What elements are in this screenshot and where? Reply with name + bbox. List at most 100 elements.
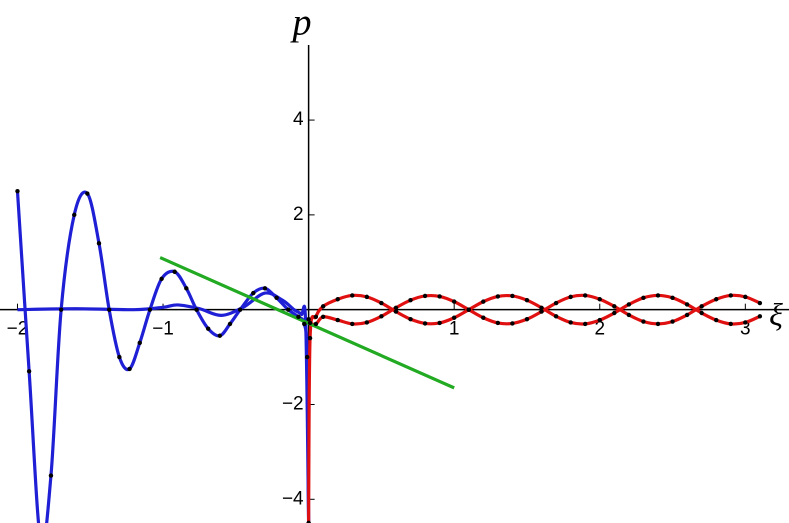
data-dot <box>184 286 189 291</box>
data-dot <box>437 320 442 326</box>
x-axis-label: ξ <box>769 296 783 332</box>
data-dot <box>553 300 559 306</box>
data-dot <box>539 305 544 310</box>
data-dot <box>655 293 661 298</box>
y-tick-label: −4 <box>282 488 304 509</box>
data-dot <box>524 298 530 303</box>
data-dot <box>597 297 602 302</box>
data-dot <box>714 297 719 302</box>
data-dot <box>626 302 632 307</box>
data-dot <box>194 307 199 312</box>
data-dot <box>524 316 530 322</box>
data-dot <box>217 333 223 338</box>
data-dot <box>743 320 748 325</box>
data-dot <box>699 310 704 316</box>
data-dot <box>568 320 573 325</box>
data-dot <box>296 314 301 319</box>
y-axis-label: p <box>290 2 312 44</box>
data-dot <box>350 321 355 327</box>
data-dot <box>437 294 442 299</box>
data-dot <box>306 316 311 322</box>
data-dot <box>26 369 32 374</box>
data-dot <box>58 307 64 312</box>
data-dot <box>304 354 310 360</box>
data-dot <box>670 319 675 324</box>
data-dot <box>641 319 646 324</box>
data-dot <box>510 321 515 326</box>
data-dot <box>757 314 763 319</box>
data-dot <box>147 307 153 312</box>
data-dot <box>684 312 690 318</box>
data-dot <box>408 298 413 303</box>
data-dot <box>670 295 675 301</box>
data-dot <box>481 299 486 304</box>
data-dot <box>227 321 233 327</box>
x-tick-label: −1 <box>152 319 174 340</box>
data-dot <box>320 304 326 309</box>
data-dot <box>379 300 384 306</box>
data-dot <box>728 321 733 327</box>
data-dot <box>306 520 311 523</box>
data-dot <box>393 305 399 310</box>
data-dot <box>237 307 243 312</box>
data-dot <box>159 276 164 282</box>
data-dot <box>641 295 646 301</box>
data-dot <box>612 310 617 316</box>
data-dot <box>612 304 617 309</box>
data-dot <box>451 315 457 320</box>
data-dot <box>626 312 632 318</box>
data-dot <box>728 293 733 298</box>
data-dot <box>251 290 256 296</box>
data-dot <box>582 293 588 298</box>
data-dot <box>422 293 428 299</box>
data-dot <box>393 309 399 314</box>
data-dot <box>335 297 340 302</box>
data-dot <box>553 314 559 319</box>
data-dot <box>313 314 319 319</box>
data-dot <box>364 320 370 325</box>
data-dot <box>481 315 486 320</box>
data-dot <box>451 299 457 304</box>
data-dot <box>137 340 142 346</box>
data-dot <box>699 304 704 309</box>
data-dot <box>320 314 326 319</box>
curve <box>307 293 761 523</box>
data-dot <box>582 321 588 327</box>
y-tick-label: 4 <box>293 109 304 130</box>
data-dot <box>307 320 313 326</box>
data-dot <box>379 314 384 319</box>
data-dot <box>539 309 544 314</box>
data-dot <box>313 321 319 327</box>
data-dot <box>106 307 112 312</box>
data-dot <box>757 300 763 306</box>
data-dot <box>568 294 573 300</box>
data-dot <box>85 191 90 196</box>
data-dot <box>96 241 102 246</box>
data-dot <box>205 326 211 331</box>
data-dot <box>15 188 20 194</box>
data-dot <box>117 354 122 360</box>
data-dot <box>510 293 515 299</box>
curve <box>159 256 455 390</box>
data-dot <box>262 286 268 291</box>
data-dot <box>286 307 291 312</box>
data-dot <box>127 366 132 372</box>
data-dot <box>48 473 54 478</box>
data-dot <box>684 302 690 307</box>
data-dot <box>466 307 471 312</box>
x-tick-label: 2 <box>594 319 605 340</box>
x-tick-label: 1 <box>449 319 460 340</box>
x-tick-label: −2 <box>7 319 29 340</box>
y-tick-label: 2 <box>293 204 304 225</box>
data-dot <box>302 321 307 327</box>
data-dot <box>72 212 77 218</box>
data-dot <box>274 295 279 301</box>
y-tick-label: −2 <box>282 394 304 415</box>
data-dot <box>743 294 748 300</box>
curve <box>15 190 311 523</box>
data-dot <box>495 320 501 326</box>
data-dot <box>350 293 355 298</box>
curve <box>307 293 761 326</box>
data-dot <box>172 269 177 274</box>
